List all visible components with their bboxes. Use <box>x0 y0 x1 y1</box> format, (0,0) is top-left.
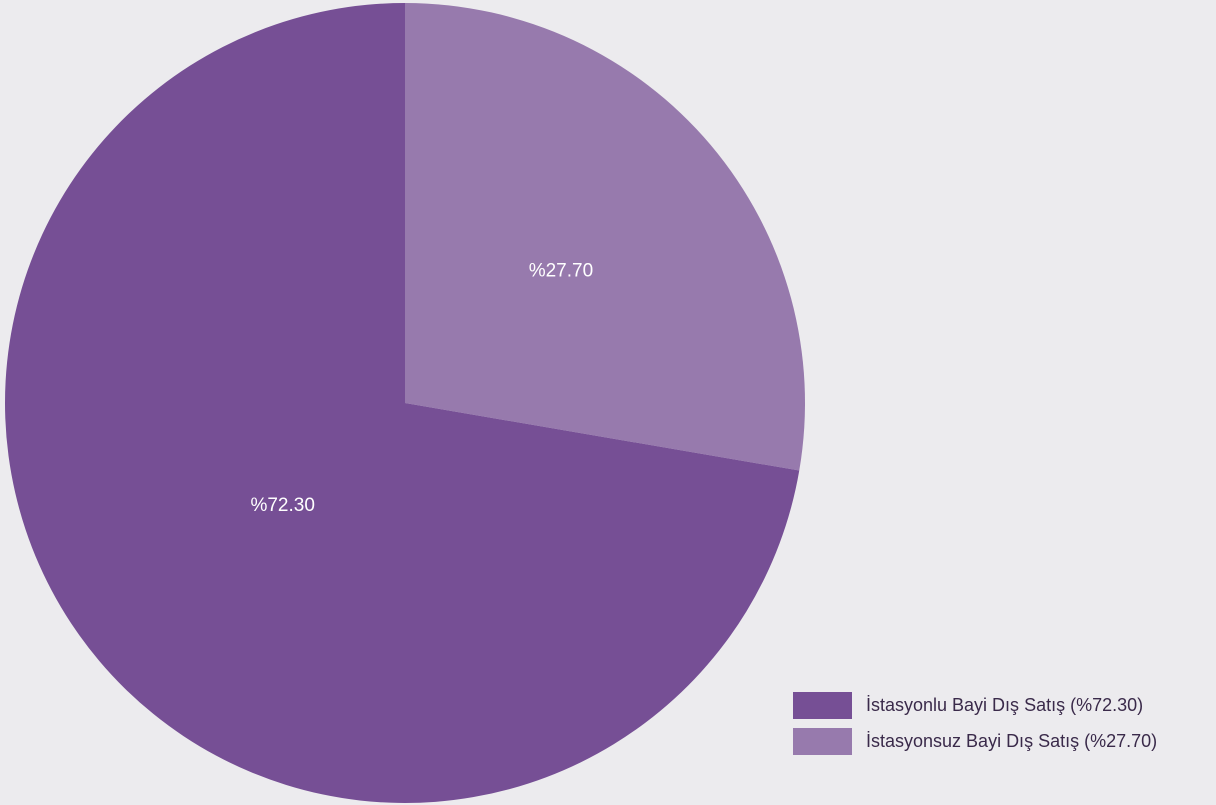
legend-swatch-istasyonlu <box>793 691 852 719</box>
legend: İstasyonlu Bayi Dış Satış (%72.30) İstas… <box>793 689 1157 761</box>
legend-item-istasyonlu: İstasyonlu Bayi Dış Satış (%72.30) <box>793 689 1157 721</box>
pie-slice-istasyonlu <box>4 3 800 804</box>
legend-swatch-istasyonsuz <box>793 727 852 755</box>
legend-label-istasyonlu: İstasyonlu Bayi Dış Satış (%72.30) <box>866 694 1144 715</box>
data-label-istasyonsuz: %27.70 <box>529 261 593 282</box>
data-label-istasyonlu: %72.30 <box>250 495 314 516</box>
legend-label-istasyonsuz: İstasyonsuz Bayi Dış Satış (%27.70) <box>866 730 1158 751</box>
pie-slice-istasyonsuz <box>405 3 805 471</box>
legend-item-istasyonsuz: İstasyonsuz Bayi Dış Satış (%27.70) <box>793 725 1157 757</box>
